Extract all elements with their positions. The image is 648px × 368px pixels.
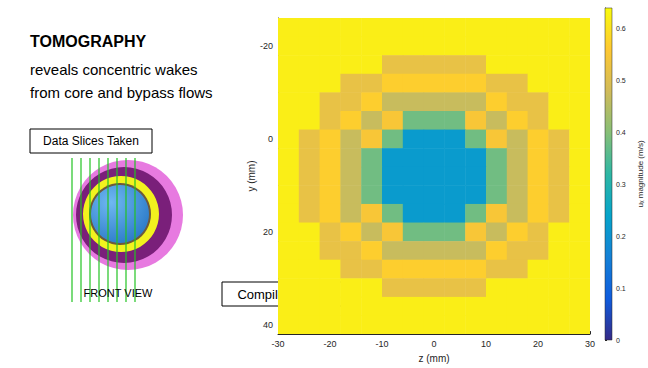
svg-text:30: 30 xyxy=(585,339,595,349)
svg-text:0.3: 0.3 xyxy=(616,181,626,188)
svg-text:FRONT VIEW: FRONT VIEW xyxy=(84,287,153,299)
svg-text:-20: -20 xyxy=(323,339,336,349)
svg-text:Data Slices Taken: Data Slices Taken xyxy=(43,134,139,148)
svg-text:uₓ magnitude (m/s): uₓ magnitude (m/s) xyxy=(636,140,645,207)
svg-text:0.2: 0.2 xyxy=(616,233,626,240)
svg-text:0.1: 0.1 xyxy=(616,285,626,292)
svg-text:0.6: 0.6 xyxy=(616,25,626,32)
svg-text:-20: -20 xyxy=(260,41,273,51)
svg-text:20: 20 xyxy=(533,339,543,349)
svg-text:from core and bypass flows: from core and bypass flows xyxy=(30,84,213,101)
svg-text:TOMOGRAPHY: TOMOGRAPHY xyxy=(30,33,146,50)
svg-text:reveals concentric wakes: reveals concentric wakes xyxy=(30,61,198,78)
svg-text:y (mm): y (mm) xyxy=(246,160,257,191)
svg-text:0.4: 0.4 xyxy=(616,129,626,136)
svg-text:10: 10 xyxy=(481,339,491,349)
svg-text:0: 0 xyxy=(431,339,436,349)
svg-text:20: 20 xyxy=(263,227,273,237)
svg-text:0.5: 0.5 xyxy=(616,77,626,84)
svg-text:-10: -10 xyxy=(375,339,388,349)
svg-text:0: 0 xyxy=(616,337,620,344)
svg-text:-30: -30 xyxy=(271,339,284,349)
svg-text:40: 40 xyxy=(263,320,273,330)
svg-text:z (mm): z (mm) xyxy=(418,353,449,364)
svg-text:0: 0 xyxy=(268,134,273,144)
